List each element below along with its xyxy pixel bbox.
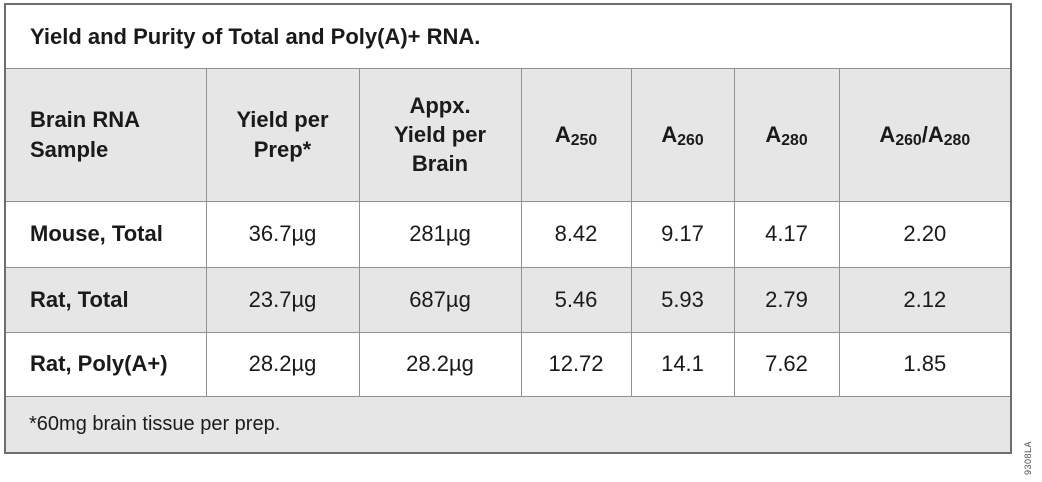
a260-base: A xyxy=(661,121,678,147)
cell-a280: 2.79 xyxy=(733,266,840,333)
cell-a280: 7.62 xyxy=(733,331,840,397)
cell-a260: 5.93 xyxy=(630,266,735,333)
col-header-a260: A260 xyxy=(630,67,735,202)
table-footnote-row: *60mg brain tissue per prep. xyxy=(4,395,1012,454)
ratio-subscript-2: 280 xyxy=(943,131,971,149)
cell-a260-a280-ratio: 1.85 xyxy=(838,331,1012,397)
table-row-mouse-total: Mouse, Total 36.7µg 281µg 8.42 9.17 4.17… xyxy=(4,200,1012,268)
figure-code: 9308LA xyxy=(1023,440,1033,475)
ratio-base-2: A xyxy=(927,121,944,147)
cell-yield-per-brain: 687µg xyxy=(358,266,522,333)
col-header-brain-rna-sample: Brain RNA Sample xyxy=(4,67,207,202)
col-header-a280: A280 xyxy=(733,67,840,202)
col-header-a260-a280-ratio: A260/A280 xyxy=(838,67,1012,202)
table-footnote: *60mg brain tissue per prep. xyxy=(4,395,1012,454)
cell-yield-per-brain: 281µg xyxy=(358,200,522,268)
table-row-rat-polya: Rat, Poly(A+) 28.2µg 28.2µg 12.72 14.1 7… xyxy=(4,331,1012,397)
cell-sample: Rat, Total xyxy=(4,266,207,333)
ratio-subscript-1: 260 xyxy=(895,131,922,149)
cell-a250: 12.72 xyxy=(520,331,632,397)
cell-a260-a280-ratio: 2.20 xyxy=(838,200,1012,268)
cell-sample: Mouse, Total xyxy=(4,200,207,268)
table-title: Yield and Purity of Total and Poly(A)+ R… xyxy=(4,3,1012,69)
col-header-a250: A250 xyxy=(520,67,632,202)
table-row-rat-total: Rat, Total 23.7µg 687µg 5.46 5.93 2.79 2… xyxy=(4,266,1012,333)
cell-a260: 14.1 xyxy=(630,331,735,397)
a250-subscript: 250 xyxy=(570,131,598,149)
cell-yield-per-prep: 23.7µg xyxy=(205,266,360,333)
cell-a260-a280-ratio: 2.12 xyxy=(838,266,1012,333)
cell-yield-per-prep: 36.7µg xyxy=(205,200,360,268)
cell-a280: 4.17 xyxy=(733,200,840,268)
col-header-appx-yield-per-brain: Appx. Yield per Brain xyxy=(358,67,522,202)
table-header-row: Brain RNA Sample Yield per Prep* Appx. Y… xyxy=(4,67,1012,202)
cell-yield-per-prep: 28.2µg xyxy=(205,331,360,397)
col-header-yield-per-prep: Yield per Prep* xyxy=(205,67,360,202)
cell-a250: 8.42 xyxy=(520,200,632,268)
a260-subscript: 260 xyxy=(677,131,704,149)
cell-sample: Rat, Poly(A+) xyxy=(4,331,207,397)
a250-base: A xyxy=(554,121,571,147)
ratio-base-1: A xyxy=(879,121,896,147)
table-title-row: Yield and Purity of Total and Poly(A)+ R… xyxy=(4,3,1012,69)
rna-yield-purity-table: Yield and Purity of Total and Poly(A)+ R… xyxy=(4,3,1013,454)
cell-yield-per-brain: 28.2µg xyxy=(358,331,522,397)
ratio-slash: / xyxy=(921,121,928,147)
cell-a250: 5.46 xyxy=(520,266,632,333)
cell-a260: 9.17 xyxy=(630,200,735,268)
a280-subscript: 280 xyxy=(781,131,808,149)
a280-base: A xyxy=(765,121,782,147)
